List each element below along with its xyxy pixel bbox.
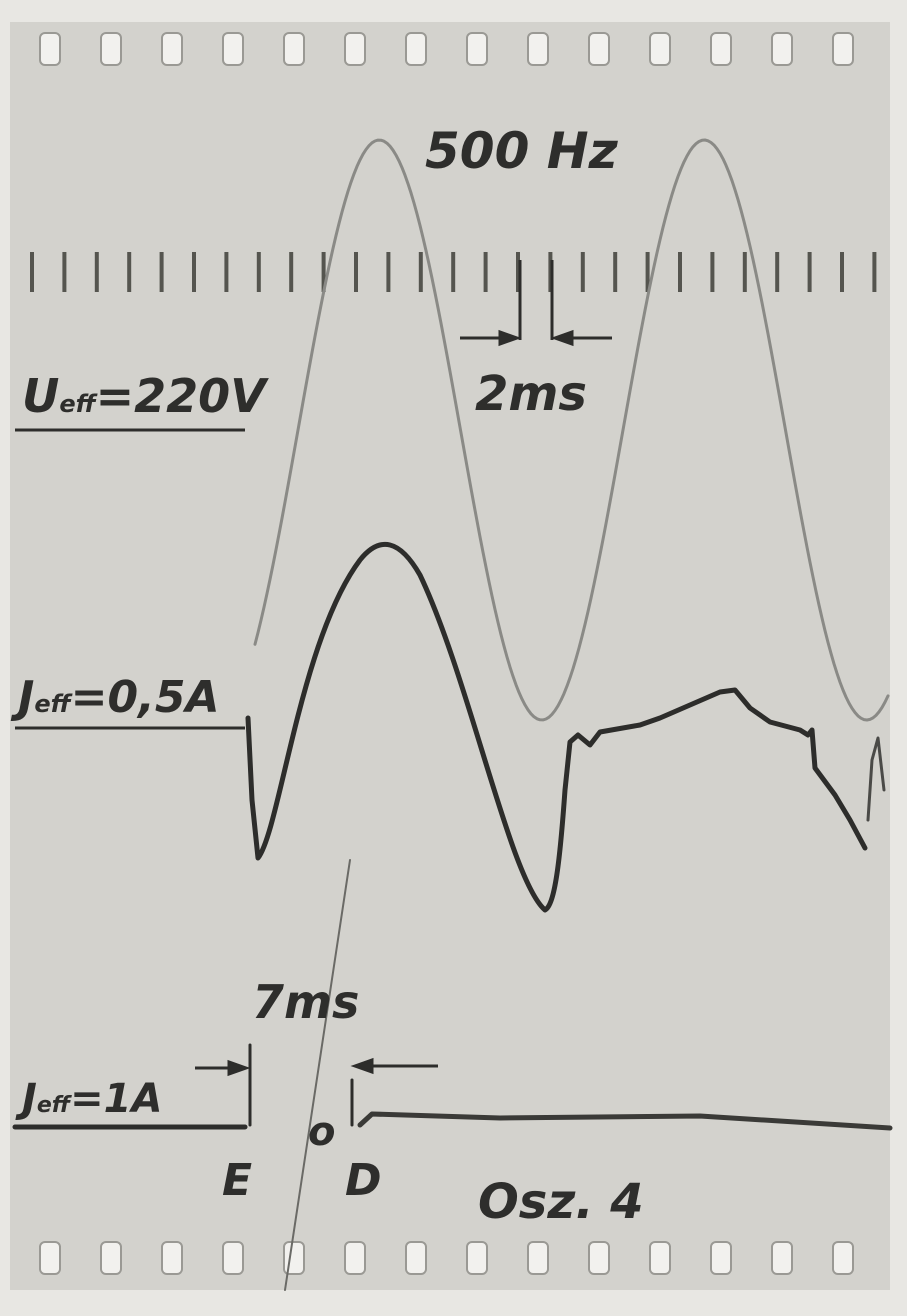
sprocket-hole <box>345 33 365 65</box>
point-label: E <box>222 1155 252 1206</box>
sprocket-hole <box>162 33 182 65</box>
subscript: eff <box>37 1093 73 1118</box>
value: =1A <box>70 1076 162 1122</box>
sprocket-hole <box>223 1242 243 1274</box>
value: =0,5A <box>71 672 220 723</box>
sprocket-hole <box>772 1242 792 1274</box>
oscillogram-photo: 500 Hz 2ms Ueff=220V Jeff=0,5A 7ms Jeff=… <box>0 0 907 1316</box>
sprocket-hole <box>467 33 487 65</box>
sprocket-hole <box>833 1242 853 1274</box>
delay-label: 7ms <box>252 975 359 1029</box>
sprocket-hole <box>406 1242 426 1274</box>
sprocket-hole <box>711 1242 731 1274</box>
sprocket-hole <box>650 1242 670 1274</box>
sprocket-hole <box>40 1242 60 1274</box>
sprocket-hole <box>528 1242 548 1274</box>
sprocket-hole <box>223 33 243 65</box>
sprocket-hole <box>589 1242 609 1274</box>
sprocket-hole <box>284 33 304 65</box>
voltage-label: Ueff=220V <box>22 369 269 423</box>
period-label: 2ms <box>475 366 587 422</box>
point-label: D <box>345 1155 382 1206</box>
frequency-label: 500 Hz <box>425 122 619 180</box>
caption: Osz. 4 <box>478 1174 644 1230</box>
sprocket-hole <box>40 33 60 65</box>
point-label: o <box>308 1109 335 1155</box>
subscript: eff <box>59 390 97 418</box>
sprocket-hole <box>101 1242 121 1274</box>
sprocket-hole <box>589 33 609 65</box>
sprocket-hole <box>284 1242 304 1274</box>
value: =220V <box>96 369 270 423</box>
sprocket-hole <box>833 33 853 65</box>
sprocket-hole <box>406 33 426 65</box>
sprocket-hole <box>650 33 670 65</box>
sprocket-hole <box>772 33 792 65</box>
sprocket-hole <box>162 1242 182 1274</box>
subscript: eff <box>34 690 72 718</box>
sprocket-hole <box>467 1242 487 1274</box>
sprocket-hole <box>528 33 548 65</box>
sprocket-hole <box>345 1242 365 1274</box>
sprocket-hole <box>711 33 731 65</box>
symbol: U <box>22 369 59 423</box>
sprocket-hole <box>101 33 121 65</box>
